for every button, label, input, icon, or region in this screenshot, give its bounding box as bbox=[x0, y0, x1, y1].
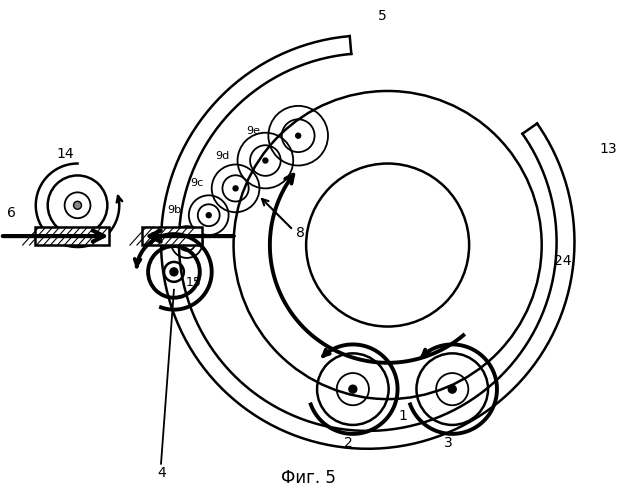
Circle shape bbox=[184, 240, 189, 244]
Text: Фиг. 5: Фиг. 5 bbox=[280, 468, 335, 486]
Text: 6: 6 bbox=[7, 206, 16, 220]
Text: 8: 8 bbox=[296, 226, 305, 240]
Circle shape bbox=[233, 186, 238, 191]
Circle shape bbox=[74, 202, 82, 209]
Text: 3: 3 bbox=[444, 436, 452, 450]
Text: 1: 1 bbox=[398, 409, 407, 423]
Text: 9e: 9e bbox=[246, 126, 261, 136]
Text: 2: 2 bbox=[345, 436, 353, 450]
Bar bbox=[142, 227, 202, 245]
Circle shape bbox=[206, 212, 211, 218]
Text: 14: 14 bbox=[57, 146, 74, 160]
Bar bbox=[35, 227, 110, 245]
Circle shape bbox=[448, 385, 456, 393]
Text: 4: 4 bbox=[157, 466, 166, 479]
Text: 9a: 9a bbox=[149, 232, 163, 242]
Text: 9b: 9b bbox=[167, 205, 181, 215]
Circle shape bbox=[263, 158, 268, 163]
Text: 13: 13 bbox=[599, 142, 617, 156]
Text: 24: 24 bbox=[553, 254, 571, 268]
Circle shape bbox=[296, 133, 301, 138]
Text: 9d: 9d bbox=[215, 150, 230, 160]
Text: 15: 15 bbox=[186, 276, 202, 289]
Text: 5: 5 bbox=[378, 10, 387, 24]
Circle shape bbox=[349, 385, 357, 393]
Text: 9c: 9c bbox=[190, 178, 203, 188]
Circle shape bbox=[170, 268, 178, 276]
